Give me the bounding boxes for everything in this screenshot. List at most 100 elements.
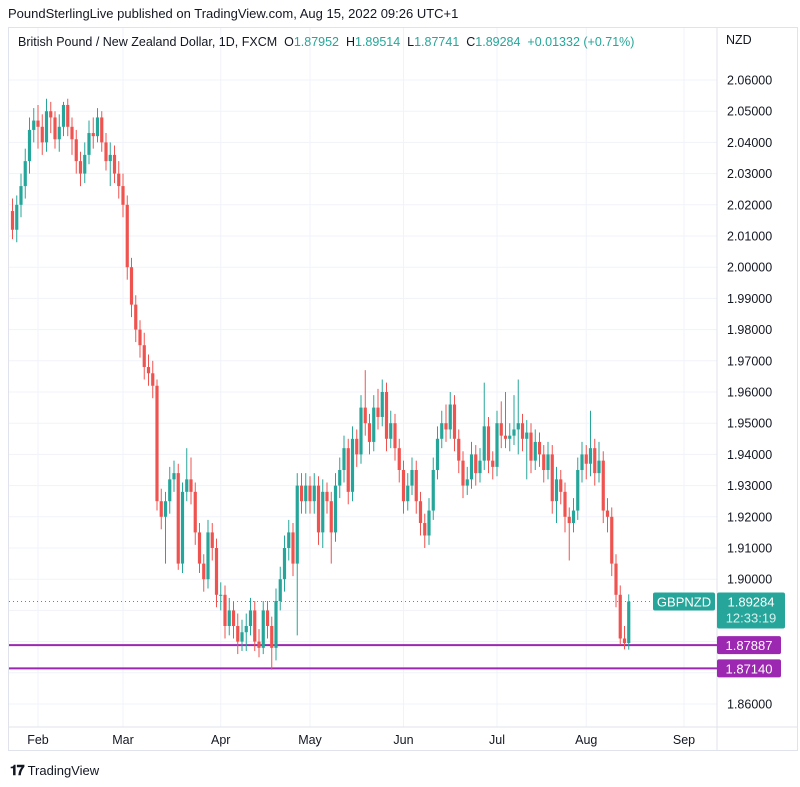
- candle-down: [491, 460, 495, 467]
- price-tick-label: 1.90000: [727, 573, 772, 587]
- candle-down: [355, 438, 359, 455]
- candle-down: [253, 610, 257, 642]
- candle-down: [520, 423, 525, 439]
- candle-down: [265, 610, 270, 626]
- candle-down: [10, 211, 15, 230]
- candle-down: [444, 423, 448, 430]
- candle-up: [512, 429, 516, 436]
- candle-up: [185, 479, 189, 492]
- candle-down: [100, 117, 104, 143]
- price-tick-label: 2.03000: [727, 167, 772, 181]
- candle-up: [469, 454, 474, 480]
- candle-down: [486, 426, 491, 461]
- candle-down: [40, 126, 44, 143]
- candle-up: [168, 479, 172, 502]
- low-label: L: [407, 35, 415, 49]
- candle-down: [325, 491, 329, 502]
- last-price-label-bg: [717, 592, 785, 629]
- time-tick-label: Mar: [112, 733, 134, 747]
- candle-up: [576, 470, 580, 511]
- price-tick-label: 2.01000: [727, 230, 772, 244]
- candle-up: [389, 423, 393, 439]
- brand-name: TradingView: [27, 763, 100, 778]
- candle-up: [482, 426, 486, 461]
- candle-up: [287, 532, 291, 548]
- candle-down: [78, 161, 83, 174]
- candle-down: [593, 448, 597, 474]
- candle-down: [134, 304, 138, 330]
- candle-down: [397, 448, 401, 470]
- level-price-label: 1.87887: [726, 638, 773, 653]
- candle-up: [274, 601, 278, 648]
- candle-up: [554, 479, 559, 502]
- candle-down: [176, 473, 180, 564]
- price-tick-label: 1.93000: [727, 479, 772, 493]
- publisher-line: PoundSterlingLive published on TradingVi…: [8, 6, 459, 21]
- candle-up: [597, 460, 601, 474]
- footer-brand[interactable]: 𝟏𝟕 TradingView: [10, 762, 99, 779]
- candle-down: [214, 548, 219, 595]
- price-tick-label: 1.97000: [727, 354, 772, 368]
- time-tick-label: Sep: [673, 733, 695, 747]
- candle-up: [248, 610, 253, 626]
- candle-up: [333, 485, 338, 533]
- candle-up: [15, 204, 19, 230]
- candle-up: [219, 594, 223, 596]
- candle-down: [121, 186, 125, 205]
- candle-down: [270, 626, 274, 648]
- candle-down: [537, 441, 542, 455]
- candle-up: [571, 510, 576, 524]
- candle-down: [236, 626, 240, 642]
- open-label: O: [284, 35, 294, 49]
- candle-down: [91, 133, 95, 137]
- candle-up: [338, 470, 342, 486]
- candle-down: [601, 460, 605, 511]
- candle-down: [151, 373, 155, 386]
- candle-down: [159, 501, 163, 517]
- candle-down: [567, 516, 571, 524]
- candle-up: [180, 491, 185, 564]
- candle-up: [108, 154, 112, 162]
- candle-up: [32, 120, 36, 130]
- candle-down: [316, 485, 321, 533]
- time-tick-label: Jun: [393, 733, 413, 747]
- candle-up: [516, 423, 520, 430]
- candle-down: [104, 142, 108, 162]
- candle-down: [614, 563, 618, 595]
- candle-up: [61, 104, 66, 127]
- candle-down: [146, 367, 151, 374]
- candle-down: [618, 594, 622, 639]
- candle-down: [363, 407, 367, 424]
- candle-up: [95, 117, 100, 137]
- candle-down: [418, 501, 423, 524]
- candle-down: [457, 438, 461, 461]
- level-price-label: 1.87140: [726, 661, 773, 676]
- candle-up: [465, 479, 469, 486]
- candle-down: [605, 510, 610, 517]
- candle-up: [87, 133, 91, 155]
- candle-up: [508, 435, 512, 439]
- candle-up: [244, 626, 248, 633]
- candle-down: [622, 638, 627, 644]
- candle-up: [342, 448, 346, 470]
- candle-down: [401, 470, 406, 502]
- ohlc-legend: British Pound / New Zealand Dollar, 1D, …: [18, 35, 634, 49]
- time-tick-label: Apr: [211, 733, 230, 747]
- candle-up: [427, 510, 431, 536]
- candle-up: [19, 186, 23, 205]
- symbol-tag-bg: [653, 592, 715, 611]
- candle-up: [440, 423, 444, 439]
- candle-down: [197, 532, 202, 564]
- candle-down: [129, 267, 134, 305]
- candle-up: [163, 501, 168, 517]
- candle-down: [376, 407, 380, 417]
- level-price-label-bg: [717, 659, 781, 678]
- close-value: 1.89284: [475, 35, 521, 49]
- candle-up: [83, 154, 87, 174]
- candle-down: [499, 423, 503, 436]
- candle-down: [231, 610, 236, 626]
- candle-down: [223, 594, 227, 626]
- price-tick-label: 1.99000: [727, 292, 772, 306]
- time-tick-label: May: [298, 733, 322, 747]
